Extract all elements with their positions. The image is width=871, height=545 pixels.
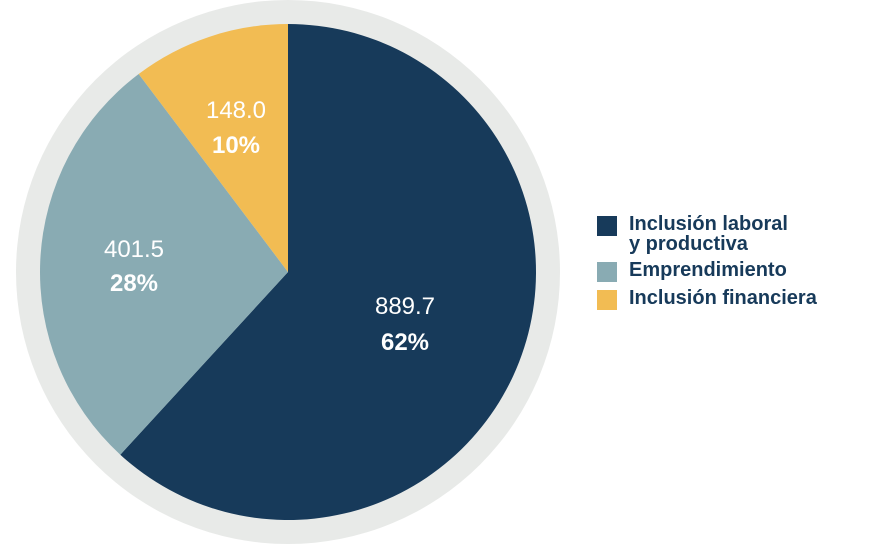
legend-item-laboral: Inclusión laboral y productiva (597, 214, 867, 254)
slice-percent-label-emprendimiento: 28% (110, 270, 158, 297)
slice-percent-label-laboral: 62% (381, 329, 429, 356)
legend-swatch-laboral (597, 216, 617, 236)
legend-swatch-emprendimiento (597, 262, 617, 282)
slice-value-label-emprendimiento: 401.5 (104, 236, 164, 263)
legend-label-emprendimiento: Emprendimiento (629, 259, 787, 281)
slice-value-label-laboral: 889.7 (375, 293, 435, 320)
pie-slice-laboral (120, 24, 537, 520)
legend-item-emprendimiento: Emprendimiento (597, 260, 867, 282)
pie-slice-financ (138, 23, 288, 272)
legend-label-laboral: Inclusión laboral y productiva (629, 213, 788, 255)
legend-label-financiera: Inclusión financiera (629, 287, 817, 309)
legend-item-financiera: Inclusión financiera (597, 288, 867, 310)
legend-swatch-financiera (597, 290, 617, 310)
slice-percent-label-financiera: 10% (212, 132, 260, 159)
pie-slice-emprend (40, 73, 289, 455)
slice-value-label-financiera: 148.0 (206, 97, 266, 124)
chart-legend: Inclusión laboral y productiva Emprendim… (597, 214, 867, 316)
pie-slices (40, 23, 537, 520)
